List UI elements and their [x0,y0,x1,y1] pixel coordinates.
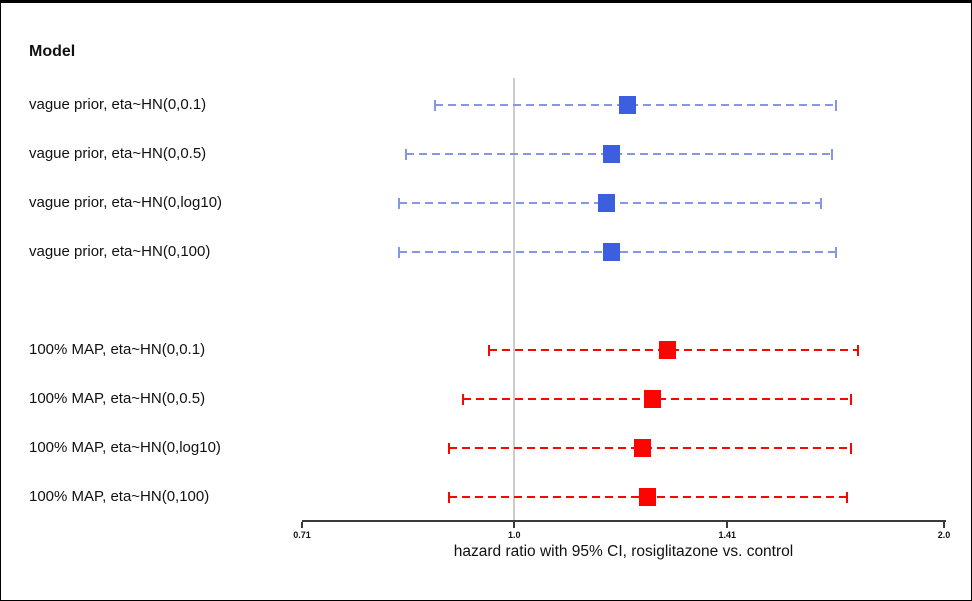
point-estimate-marker [603,145,621,163]
point-estimate-marker [634,439,652,457]
reference-line [513,78,516,520]
ci-lower-cap [397,247,400,258]
x-axis-line [302,520,946,522]
model-label: 100% MAP, eta~HN(0,log10) [29,439,221,456]
ci-lower-cap [434,100,437,111]
point-estimate-marker [618,96,636,114]
ci-upper-cap [834,100,837,111]
ci-upper-cap [845,492,848,503]
model-label: 100% MAP, eta~HN(0,0.1) [29,341,206,358]
ci-lower-cap [488,345,490,356]
model-label: 100% MAP, eta~HN(0,0.5) [29,390,206,407]
x-axis-tick-label: 0.71 [293,530,311,540]
point-estimate-marker [639,488,657,506]
x-axis-tick [726,522,729,528]
x-axis-tick-label: 1.41 [718,530,737,540]
ci-upper-cap [831,149,834,160]
model-column-header: Model [29,43,76,60]
model-label: vague prior, eta~HN(0,log10) [29,194,223,211]
ci-upper-cap [849,394,852,405]
ci-upper-cap [849,443,852,454]
model-label: 100% MAP, eta~HN(0,100) [29,488,210,505]
model-label: vague prior, eta~HN(0,0.1) [29,96,207,113]
ci-lower-cap [461,394,464,405]
x-axis-tick-label: 2.0 [937,530,951,540]
x-axis-tick [943,522,945,528]
ci-upper-cap [834,247,837,258]
point-estimate-marker [644,390,662,408]
point-estimate-marker [597,194,615,212]
ci-lower-cap [447,443,450,454]
point-estimate-marker [603,243,621,261]
ci-upper-cap [856,345,859,356]
ci-upper-cap [819,198,822,209]
x-axis-tick [513,522,516,528]
point-estimate-marker [658,341,676,359]
ci-lower-cap [447,492,450,503]
x-axis-tick-label: 1.0 [508,530,521,540]
x-axis-label: hazard ratio with 95% CI, rosiglitazone … [453,543,794,560]
x-axis-tick [301,522,303,528]
model-label: vague prior, eta~HN(0,0.5) [29,145,207,162]
model-label: vague prior, eta~HN(0,100) [29,243,211,260]
ci-lower-cap [397,198,400,209]
ci-lower-cap [405,149,408,160]
